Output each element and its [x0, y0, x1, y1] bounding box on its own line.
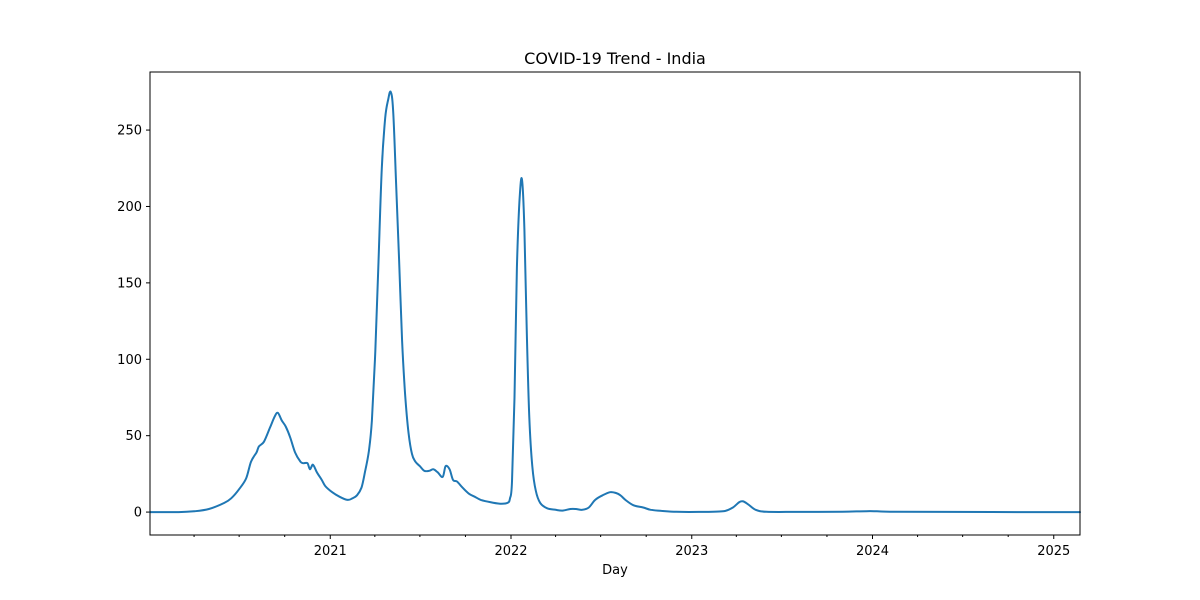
y-tick-label: 0 [134, 506, 142, 521]
y-tick-label: 250 [117, 124, 142, 139]
plot-frame [149, 71, 1081, 536]
y-tick-label: 150 [117, 276, 142, 291]
x-tick-label: 2023 [675, 544, 708, 559]
y-tick-label: 50 [125, 429, 142, 444]
y-tick-label: 200 [117, 200, 142, 215]
x-tick-label: 2021 [314, 544, 347, 559]
y-tick-label: 100 [117, 353, 142, 368]
series-line [149, 90, 1081, 514]
x-tick-label: 2024 [856, 544, 889, 559]
x-axis-label: Day [602, 563, 628, 578]
x-axis-ticks: 2021 2022 2023 2024 2025 [314, 535, 1070, 559]
x-tick-label: 2022 [494, 544, 527, 559]
x-tick-label: 2025 [1037, 544, 1070, 559]
chart-title: COVID-19 Trend - India [524, 49, 706, 68]
y-axis-ticks: 0 50 100 150 200 250 [117, 124, 150, 521]
